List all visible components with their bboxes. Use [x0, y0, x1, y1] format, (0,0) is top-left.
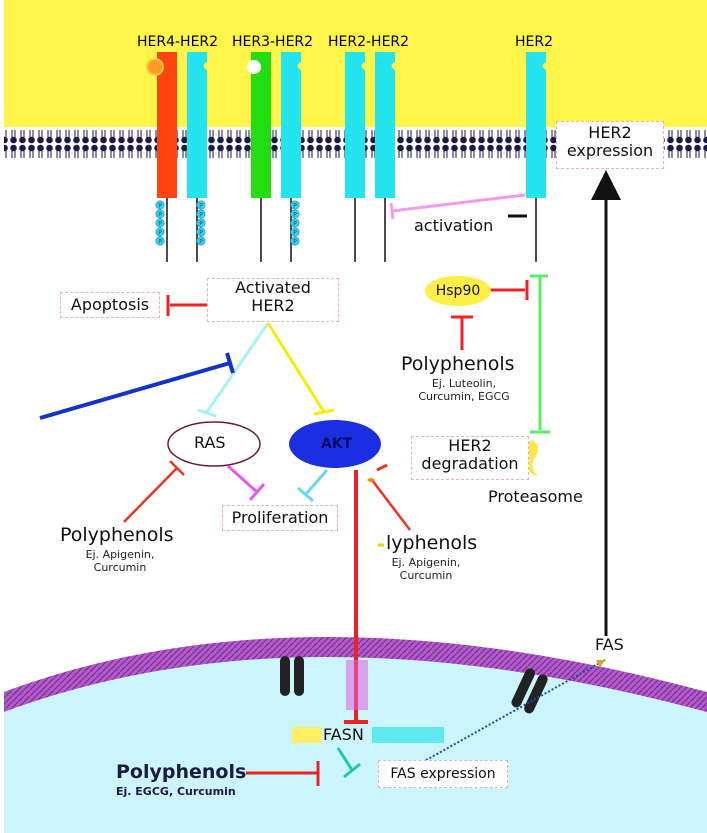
phosphate-bead — [155, 218, 165, 228]
her4-receptor — [157, 52, 177, 198]
phosphate-bead — [290, 218, 300, 228]
receptor-title-her2: HER2 — [515, 34, 554, 50]
polyphenols-ras-inhibit — [123, 467, 178, 523]
phosphate-label: P — [158, 238, 162, 245]
phosphate-label: P — [293, 220, 297, 227]
akt-node — [289, 420, 381, 468]
polyphenols-hsp90-title: Polyphenols — [401, 353, 515, 375]
her2-expression-box: HER2 expression — [556, 121, 664, 169]
polyphenols-hsp90-examples: Ej. Luteolin, Curcumin, EGCG — [418, 377, 510, 403]
her2-receptor-2 — [281, 52, 301, 198]
ligand-her3 — [247, 60, 261, 74]
phosphate-label: P — [158, 220, 162, 227]
polyphenols-fasn-examples: Ej. EGCG, Curcumin — [116, 785, 236, 798]
phosphate-bead — [196, 209, 206, 219]
her2-receptor-1 — [187, 52, 207, 198]
ras-to-proliferation — [226, 464, 259, 494]
phosphate-bead — [196, 227, 206, 237]
blue-inhibitor — [39, 361, 231, 420]
nuclear-membrane — [4, 637, 707, 712]
activated-her2-box: Activated HER2 — [207, 278, 339, 322]
polyphenols-fasn-title: Polyphenols — [116, 761, 247, 783]
phosphate-label: P — [199, 238, 203, 245]
akt-label: AKT — [321, 436, 353, 452]
phosphate-label: P — [158, 229, 162, 236]
her2-receptor-3 — [345, 52, 365, 198]
nuclear-pore-left — [280, 656, 304, 696]
phosphate-label: P — [199, 211, 203, 218]
fasn-label: FASN — [323, 725, 364, 744]
her2-receptor-monomer — [526, 52, 546, 198]
polyphenols-ras-title: Polyphenols — [60, 524, 174, 546]
nuclear-pore-right — [511, 668, 548, 714]
phosphate-label: P — [199, 202, 203, 209]
phosphate-bead — [155, 236, 165, 246]
proteasome-label: Proteasome — [488, 487, 583, 506]
phosphate-label: P — [293, 211, 297, 218]
polyphenols-ras-examples: Ej. Apigenin, Curcumin — [85, 548, 155, 574]
phosphate-bead — [155, 200, 165, 210]
phosphate-bead — [196, 200, 206, 210]
phosphate-bead — [196, 218, 206, 228]
receptor-title-her4-her2: HER4-HER2 — [137, 34, 219, 50]
activation-label: activation — [414, 216, 494, 235]
ras-label: RAS — [194, 433, 226, 452]
phosphate-bead — [196, 236, 206, 246]
ligand-her4 — [146, 58, 164, 76]
phosphate-bead — [290, 209, 300, 219]
her3-receptor — [251, 52, 271, 198]
phosphate-bead — [155, 227, 165, 237]
her2-receptor-4 — [375, 52, 395, 198]
apoptosis-box: Apoptosis — [60, 292, 160, 318]
phosphate-label: P — [293, 238, 297, 245]
proliferation-box: Proliferation — [222, 505, 338, 531]
phosphate-label: P — [158, 211, 162, 218]
hsp90-node: Hsp90 — [425, 276, 491, 306]
phosphate-bead — [155, 209, 165, 219]
polyphenols-akt-title: lyphenols — [386, 532, 478, 554]
receptor-title-her3-her2: HER3-HER2 — [232, 34, 314, 50]
phosphate-bead — [290, 236, 300, 246]
her2-to-ras — [205, 322, 270, 413]
phosphate-label: P — [199, 229, 203, 236]
polyphenols-akt-inhibit — [371, 479, 411, 531]
her2-to-akt — [266, 322, 326, 413]
phosphate-bead — [290, 227, 300, 237]
phosphate-label: P — [293, 202, 297, 209]
fas-expression-box: FAS expression — [378, 760, 508, 788]
receptor-title-her2-her2: HER2-HER2 — [328, 34, 410, 50]
phosphate-label: P — [158, 202, 162, 209]
her2-degradation-box: HER2 degradation — [411, 436, 529, 480]
phosphate-label: P — [293, 229, 297, 236]
fasn-bar-cyan — [372, 727, 444, 743]
fasn-to-fas-expression — [336, 747, 354, 771]
polyphenols-akt-examples: Ej. Apigenin, Curcumin — [391, 556, 461, 582]
fasn-bar-yellow — [292, 727, 322, 743]
phosphate-label: P — [199, 220, 203, 227]
fas-dotted-arrow — [411, 659, 606, 769]
ras-node — [167, 421, 261, 467]
akt-to-proliferation — [304, 469, 329, 495]
activation-inhibit-line — [391, 193, 526, 213]
phosphate-bead — [290, 200, 300, 210]
fas-label: FAS — [593, 635, 626, 655]
